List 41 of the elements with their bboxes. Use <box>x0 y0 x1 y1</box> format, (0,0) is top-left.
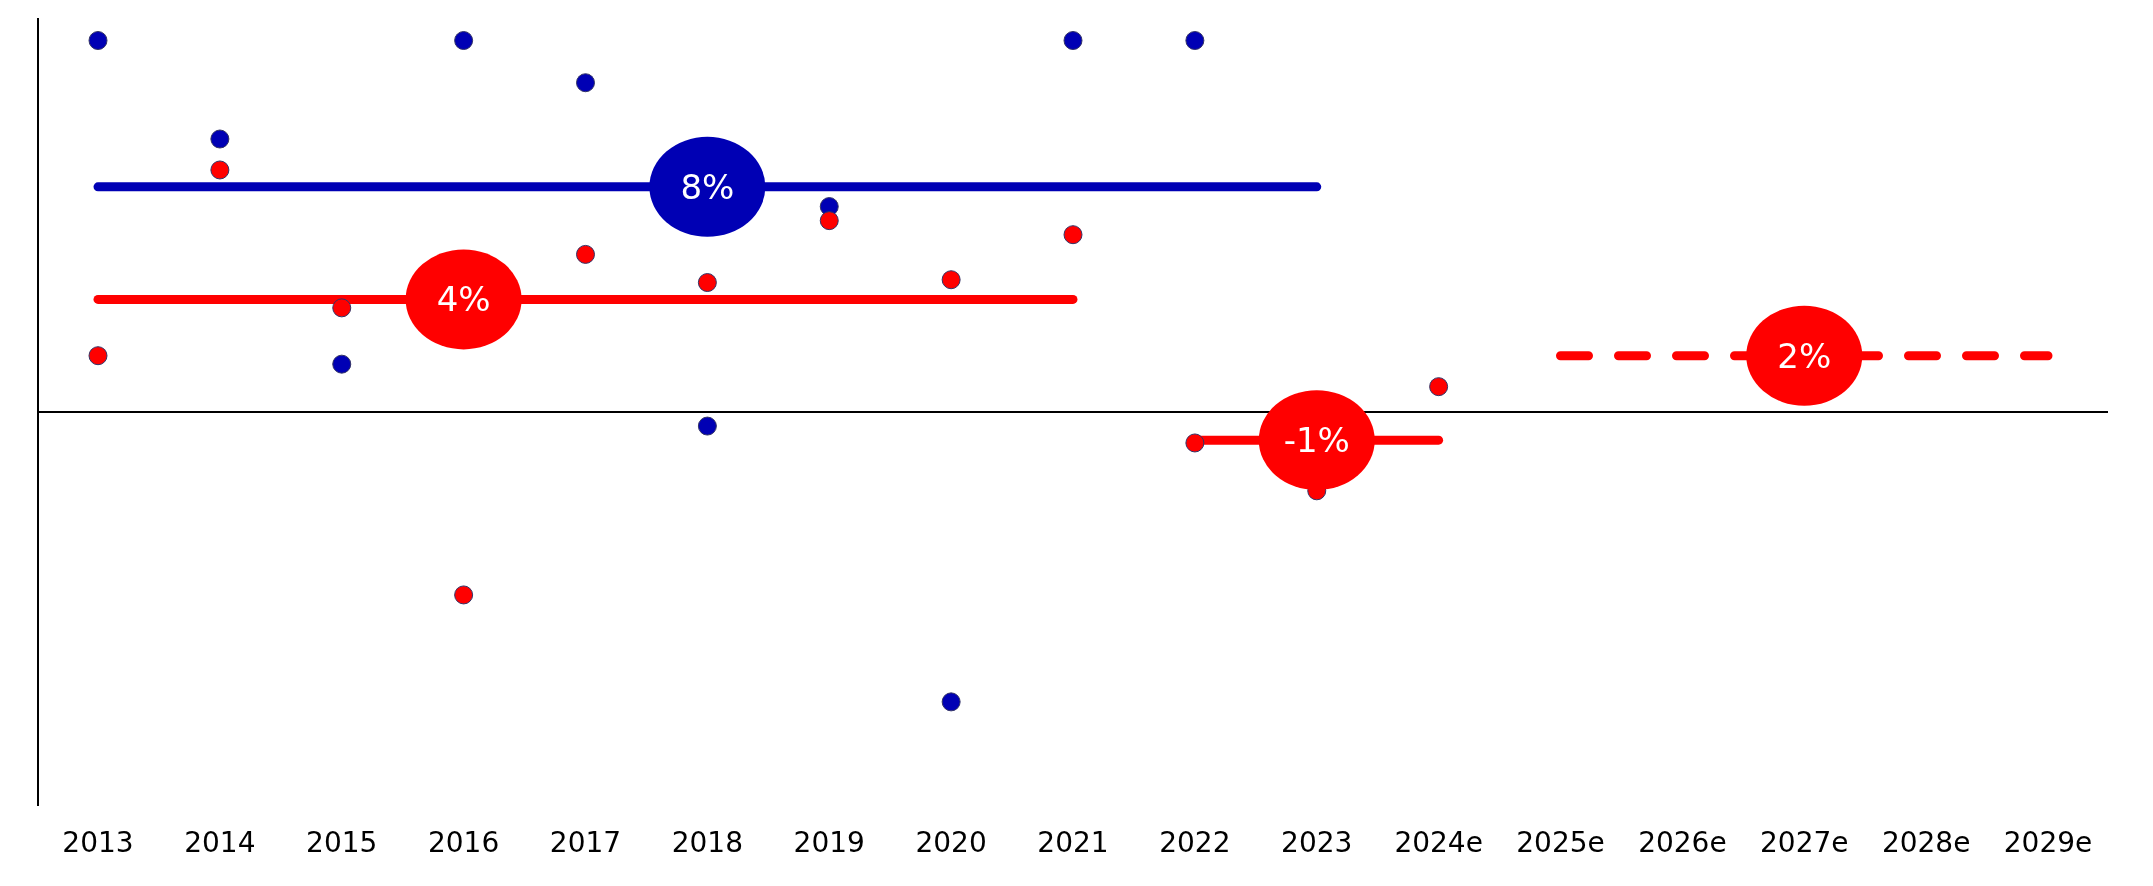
x-tick-label: 2028e <box>1881 825 1971 859</box>
point <box>941 270 961 290</box>
x-tick-label: 2018 <box>671 825 744 859</box>
x-tick-label: 2016 <box>427 825 500 859</box>
point <box>332 298 352 318</box>
point <box>697 273 717 293</box>
point <box>88 31 108 51</box>
x-tick-label: 2015 <box>306 825 378 859</box>
point <box>210 160 230 180</box>
data-label: 8% <box>680 166 735 207</box>
data-label: -1% <box>1283 420 1350 461</box>
point <box>1063 31 1083 51</box>
point <box>576 244 595 264</box>
x-tick-label: 2026e <box>1638 825 1727 859</box>
x-tick-label: 2022 <box>1159 825 1231 859</box>
data-label: 2% <box>1777 335 1832 376</box>
point <box>88 346 108 366</box>
x-tick-label: 2023 <box>1281 825 1353 859</box>
x-tick-label: 2024e <box>1394 825 1483 859</box>
x-tick-label: 2029e <box>2003 825 2093 859</box>
point <box>576 73 595 93</box>
x-tick-label: 2027e <box>1760 825 1849 859</box>
point <box>332 354 352 374</box>
point <box>1185 433 1205 453</box>
x-tick-label: 2025e <box>1516 825 1605 859</box>
x-tick-label: 2014 <box>184 825 256 859</box>
point <box>819 211 839 231</box>
x-tick-label: 2013 <box>62 825 134 859</box>
x-tick-label: 2020 <box>915 825 987 859</box>
point <box>1063 225 1083 245</box>
x-tick-label: 2017 <box>549 825 622 859</box>
data-label: 4% <box>436 279 491 320</box>
point <box>454 31 474 51</box>
point <box>1185 31 1205 51</box>
point <box>941 692 961 712</box>
point <box>697 416 717 436</box>
point <box>210 129 230 149</box>
x-tick-label: 2019 <box>793 825 865 859</box>
x-tick-label: 2021 <box>1037 825 1109 859</box>
point <box>454 585 474 605</box>
point <box>1429 377 1449 397</box>
